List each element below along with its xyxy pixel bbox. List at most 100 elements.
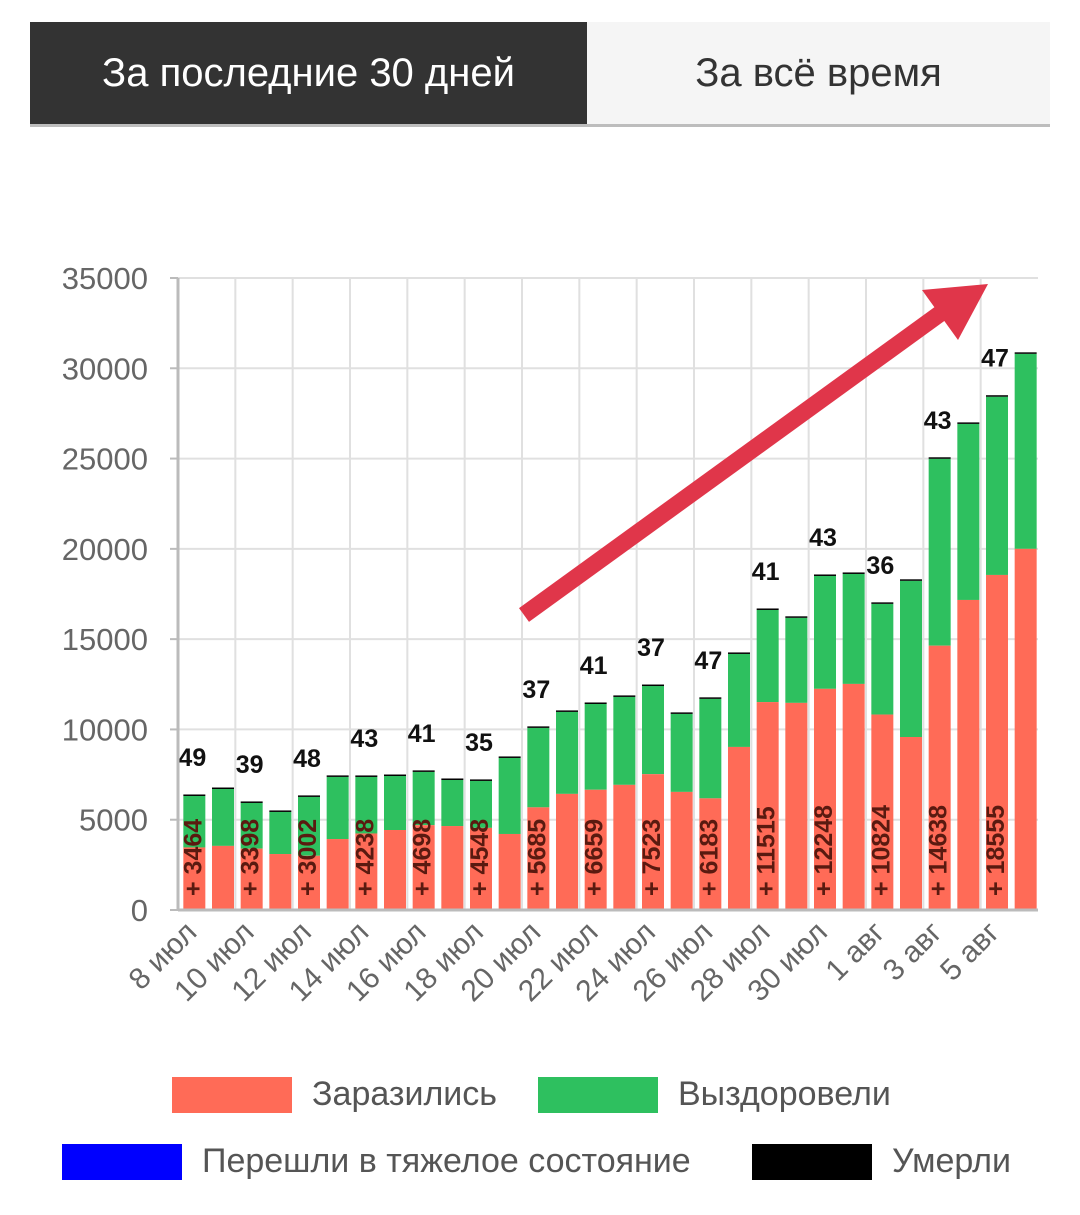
legend-infected[interactable]: Заразились xyxy=(172,1075,497,1114)
bar-recovered xyxy=(527,727,550,808)
bar-infected xyxy=(527,807,550,910)
infected-label: + 4698 xyxy=(409,819,437,896)
death-label: 37 xyxy=(637,634,665,662)
infected-label: + 3002 xyxy=(294,819,322,896)
bar-recovered xyxy=(699,698,722,799)
bar-infected xyxy=(412,825,435,910)
bar-died xyxy=(441,778,464,780)
bar-infected xyxy=(699,798,722,910)
death-label: 41 xyxy=(408,720,436,748)
bar-infected xyxy=(355,833,378,910)
death-label: 43 xyxy=(809,524,837,552)
bar-infected xyxy=(670,791,693,910)
bar-recovered xyxy=(269,811,292,855)
tab-all-time[interactable]: За всё время xyxy=(695,50,942,95)
bar-recovered xyxy=(756,609,779,703)
bar-died xyxy=(785,616,808,618)
bar-infected xyxy=(556,793,578,910)
bar-recovered xyxy=(556,711,578,794)
infected-label: + 4548 xyxy=(466,819,494,896)
bar-recovered xyxy=(412,771,435,826)
bar-died xyxy=(928,457,951,459)
death-label: 47 xyxy=(981,345,1009,373)
bar-died xyxy=(269,810,292,812)
tab-last-30-days[interactable]: За последние 30 дней xyxy=(30,22,587,124)
bar-infected xyxy=(900,737,922,910)
y-tick-label: 5000 xyxy=(79,803,148,838)
bar-died xyxy=(670,712,693,714)
bar-infected xyxy=(642,774,664,910)
bar-recovered xyxy=(871,603,894,715)
legend-died[interactable]: Умерли xyxy=(752,1142,1011,1181)
bar-infected xyxy=(842,683,865,910)
y-tick-label: 20000 xyxy=(62,532,148,567)
bar-recovered xyxy=(986,396,1008,575)
legend-label: Выздоровели xyxy=(678,1075,891,1113)
legend-severe[interactable]: Перешли в тяжелое состояние xyxy=(62,1142,691,1181)
legend-swatch-severe xyxy=(62,1143,182,1180)
bar-recovered xyxy=(670,713,693,792)
bar-died xyxy=(384,774,406,777)
bar-died xyxy=(986,395,1008,397)
bar-infected xyxy=(785,702,808,910)
x-tick-label: 1 авг xyxy=(819,916,891,988)
x-tick-label: 5 авг xyxy=(934,916,1006,988)
bar-infected xyxy=(298,855,320,910)
bar-died xyxy=(527,726,550,728)
legend-swatch-recovered xyxy=(538,1076,658,1113)
death-label: 43 xyxy=(350,725,378,753)
bar-recovered xyxy=(183,795,206,848)
bar-died xyxy=(556,710,578,712)
legend-label: Перешли в тяжелое состояние xyxy=(202,1142,691,1180)
infected-label: + 12248 xyxy=(810,805,838,896)
bar-infected xyxy=(1014,548,1037,910)
death-label: 49 xyxy=(178,744,206,772)
bar-died xyxy=(183,794,206,796)
legend-swatch-infected xyxy=(172,1076,292,1113)
bar-recovered xyxy=(584,703,607,790)
bar-recovered xyxy=(355,776,378,834)
infected-label: + 10824 xyxy=(867,805,895,896)
bar-recovered xyxy=(384,776,406,831)
y-tick-label: 25000 xyxy=(62,442,148,477)
infected-label: + 7523 xyxy=(638,819,666,896)
bar-recovered xyxy=(212,789,234,846)
bar-infected xyxy=(269,854,292,910)
infected-label: + 14638 xyxy=(925,805,953,896)
death-label: 35 xyxy=(465,729,493,757)
bar-recovered xyxy=(441,779,464,827)
bar-died xyxy=(871,602,894,604)
bar-infected xyxy=(871,714,894,910)
bar-died xyxy=(212,787,234,790)
bar-infected xyxy=(470,827,492,910)
bar-died xyxy=(900,579,922,581)
bar-infected xyxy=(183,847,206,910)
legend-recovered[interactable]: Выздоровели xyxy=(538,1075,891,1114)
bar-recovered xyxy=(1014,353,1037,549)
infected-label: + 3398 xyxy=(237,819,265,896)
bar-died xyxy=(584,702,607,704)
bar-recovered xyxy=(728,653,750,747)
death-label: 43 xyxy=(924,407,952,435)
legend-label: Заразились xyxy=(312,1075,498,1113)
bar-infected xyxy=(584,789,607,910)
death-label: 37 xyxy=(522,676,550,704)
y-tick-label: 10000 xyxy=(62,712,148,747)
death-label: 41 xyxy=(580,652,608,680)
period-tabs: За последние 30 дней За всё время xyxy=(30,22,1050,127)
y-tick-label: 30000 xyxy=(62,351,148,386)
bar-infected xyxy=(756,702,779,910)
legend-label: Умерли xyxy=(892,1142,1011,1180)
bar-died xyxy=(728,652,750,654)
bar-recovered xyxy=(928,458,951,646)
death-label: 39 xyxy=(236,751,264,779)
bar-died xyxy=(957,422,980,424)
bar-infected xyxy=(441,826,464,910)
bar-died xyxy=(613,695,636,697)
bar-infected xyxy=(814,688,836,910)
death-label: 36 xyxy=(866,552,894,580)
bar-died xyxy=(814,574,836,576)
bar-recovered xyxy=(957,423,980,600)
y-tick-label: 35000 xyxy=(62,261,148,296)
infected-label: + 6659 xyxy=(581,819,609,896)
